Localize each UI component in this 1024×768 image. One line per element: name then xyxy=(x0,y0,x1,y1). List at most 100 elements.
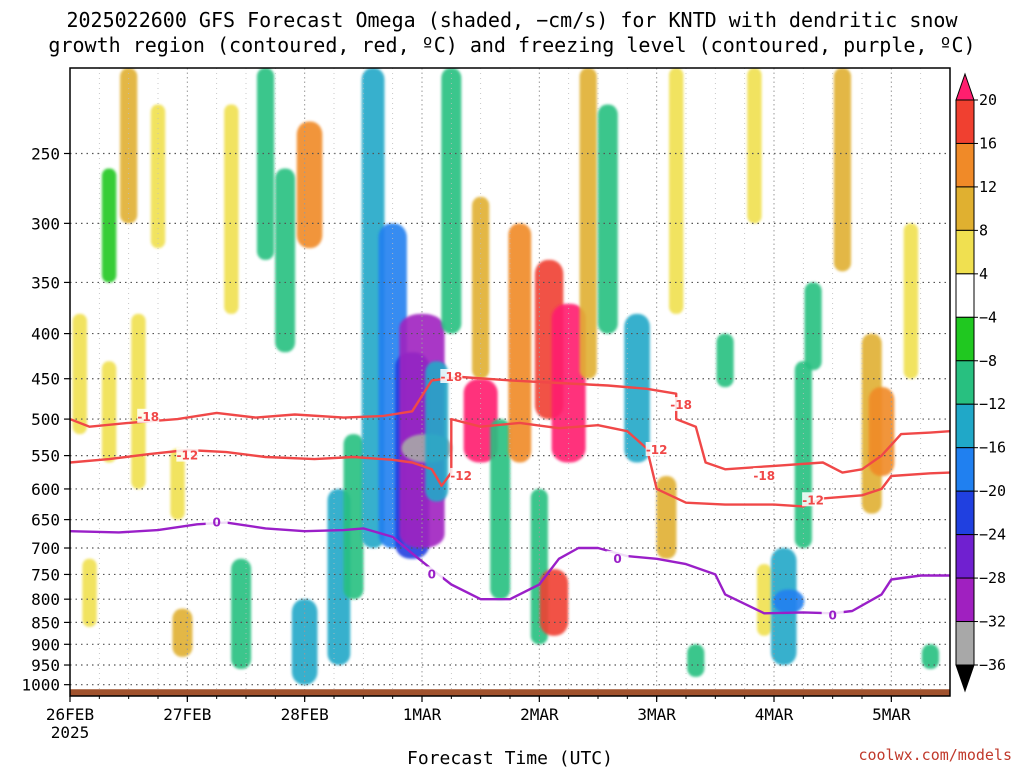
contour-label-bg xyxy=(606,550,629,565)
colorbar-segment xyxy=(955,490,975,536)
y-tick-label: 850 xyxy=(31,613,60,632)
x-tick-label: 28FEB xyxy=(281,705,329,724)
contour-label: -18 xyxy=(753,469,775,483)
contour-label: -12 xyxy=(802,493,824,507)
x-tick-label: 1MAR xyxy=(403,705,442,724)
colorbar-segment xyxy=(955,577,975,623)
y-tick-label: 600 xyxy=(31,480,60,499)
omega-cell xyxy=(833,68,852,272)
x-axis-label: Forecast Time (UTC) xyxy=(407,748,613,768)
colorbar-label: −16 xyxy=(979,439,1006,457)
colorbar-label: 8 xyxy=(979,221,988,239)
omega-cell xyxy=(687,644,705,677)
omega-cell xyxy=(716,333,734,388)
colorbar-segment xyxy=(955,316,975,362)
y-tick-label: 900 xyxy=(31,635,60,654)
y-tick-label: 450 xyxy=(31,370,60,389)
colorbar-label: 12 xyxy=(979,178,997,196)
omega-cell xyxy=(82,558,97,627)
contour-label: -18 xyxy=(670,398,692,412)
ground-fill xyxy=(70,689,950,696)
y-tick-label: 650 xyxy=(31,511,60,530)
contour-label: -12 xyxy=(646,443,668,457)
colorbar-label: −32 xyxy=(979,613,1006,631)
omega-cell xyxy=(669,68,684,314)
contour-line xyxy=(70,375,950,474)
y-tick-label: 250 xyxy=(31,144,60,163)
colorbar-segment xyxy=(955,142,975,188)
colorbar-label: 16 xyxy=(979,134,997,152)
omega-cell xyxy=(150,104,166,249)
contour-label-bg xyxy=(137,408,160,423)
x-tick-label: 26FEB xyxy=(46,705,94,724)
colorbar-label: 20 xyxy=(979,91,997,109)
omega-cell xyxy=(490,419,511,600)
y-tick-label: 300 xyxy=(31,214,60,233)
contour-label: 0 xyxy=(613,552,621,566)
omega-cell xyxy=(804,282,822,371)
omega-cell xyxy=(747,68,762,224)
x-tick-label: 4MAR xyxy=(755,705,794,724)
colorbar-segment xyxy=(955,186,975,231)
y-tick-label: 350 xyxy=(31,273,60,292)
colorbar-segment xyxy=(955,621,975,666)
omega-cell xyxy=(224,104,239,314)
title-line-2: growth region (contoured, red, ºC) and f… xyxy=(48,33,975,57)
credit-link[interactable]: coolwx.com/models xyxy=(858,746,1012,764)
contour-label-bg xyxy=(821,607,844,622)
colorbar-segment xyxy=(955,360,975,405)
colorbar-label: −20 xyxy=(979,482,1006,500)
colorbar-label: −4 xyxy=(979,308,997,326)
contour-label-bg xyxy=(440,369,463,384)
y-tick-label: 950 xyxy=(31,656,60,675)
colorbar-label: −12 xyxy=(979,395,1006,413)
omega-cell xyxy=(120,68,138,224)
contour-label: -12 xyxy=(176,449,198,463)
y-tick-label: 700 xyxy=(31,539,60,558)
grid xyxy=(70,68,950,696)
x-tick-sublabel: 2025 xyxy=(51,723,90,742)
colorbar-segment xyxy=(955,99,975,144)
contour-label: -18 xyxy=(137,410,159,424)
contour-label: 0 xyxy=(428,567,436,581)
x-tick-label: 3MAR xyxy=(637,705,676,724)
omega-cell xyxy=(508,223,532,463)
colorbar-segment xyxy=(955,534,975,579)
contour-label-bg xyxy=(645,441,668,456)
omega-cell xyxy=(170,448,185,520)
omega-cell xyxy=(296,121,323,249)
colorbar-segment xyxy=(955,229,975,275)
y-tick-label: 800 xyxy=(31,590,60,609)
y-tick-label: 400 xyxy=(31,325,60,344)
contour-label-bg xyxy=(420,566,443,581)
omega-cell xyxy=(757,564,772,636)
contour-label-bg xyxy=(802,492,825,507)
title-line-1: 2025022600 GFS Forecast Omega (shaded, −… xyxy=(66,8,958,32)
omega-cell xyxy=(921,644,940,670)
colorbar-bottom-arrow xyxy=(955,664,975,693)
contour-label-bg xyxy=(670,397,693,412)
colorbar-segment xyxy=(955,403,975,449)
omega-cell xyxy=(231,558,252,670)
omega-cell xyxy=(256,68,275,260)
colorbar-top-arrow xyxy=(955,72,975,101)
contour-label: 0 xyxy=(212,516,220,530)
contour-label: 0 xyxy=(828,609,836,623)
colorbar-segment xyxy=(955,273,975,318)
x-tick-label: 5MAR xyxy=(872,705,911,724)
omega-cell xyxy=(868,387,895,476)
omega-cell xyxy=(131,313,146,489)
x-tick-label: 27FEB xyxy=(163,705,211,724)
omega-cell xyxy=(773,589,805,614)
colorbar-label: −8 xyxy=(979,352,997,370)
omega-cell xyxy=(539,569,569,636)
colorbar-label: −28 xyxy=(979,569,1006,587)
contour-label: -12 xyxy=(450,469,472,483)
contour-label-bg xyxy=(450,467,473,482)
omega-cell xyxy=(172,608,193,657)
contour-label-bg xyxy=(753,467,776,482)
omega-cell xyxy=(597,104,618,334)
colorbar-label: −36 xyxy=(979,656,1006,674)
